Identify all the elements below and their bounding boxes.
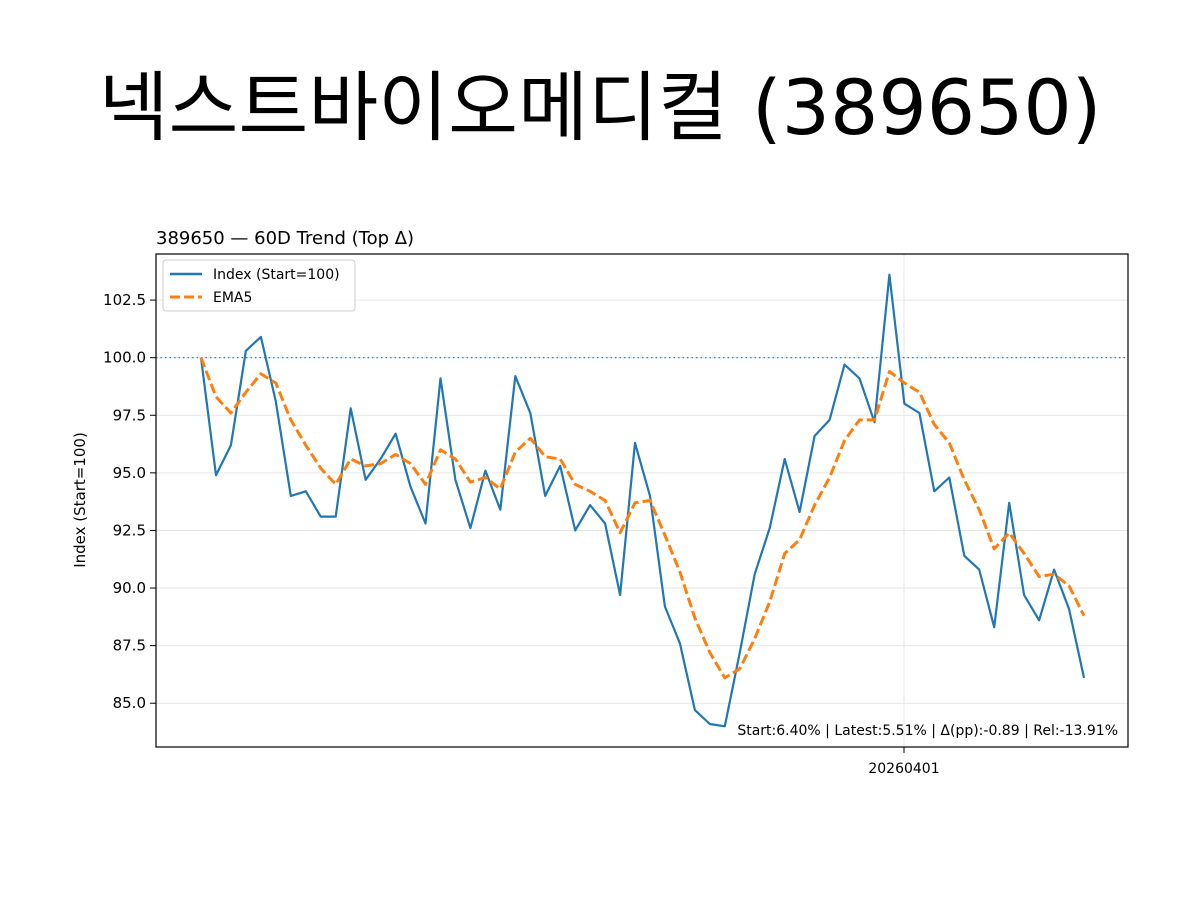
y-tick-label: 85.0 (113, 694, 146, 712)
y-tick-label: 97.5 (113, 406, 146, 424)
chart-annotation: Start:6.40% | Latest:5.51% | Δ(pp):-0.89… (737, 723, 1118, 739)
series-group (199, 273, 1086, 728)
legend: Index (Start=100) EMA5 (162, 259, 356, 312)
y-tick-label: 92.5 (113, 521, 146, 539)
y-tick-label: 102.5 (103, 291, 146, 309)
legend-label-index: Index (Start=100) (213, 267, 340, 283)
y-tick-label: 87.5 (113, 637, 146, 655)
y-tick-label: 90.0 (113, 579, 146, 597)
grid (156, 254, 1128, 747)
series-line-ema5 (199, 357, 1086, 680)
page-title: 넥스트바이오메디컬 (389650) (98, 63, 1102, 152)
plot-area-frame (155, 253, 1129, 748)
x-axis: 20260401 (868, 747, 940, 777)
y-axis: 85.0 87.5 90.0 92.5 95.0 97.5 100.0 102.5 (103, 291, 156, 712)
x-tick-label: 20260401 (868, 761, 939, 777)
legend-label-ema5: EMA5 (213, 290, 252, 306)
y-tick-label: 100.0 (103, 349, 146, 367)
series-line-index (199, 273, 1086, 728)
legend-box (162, 259, 356, 312)
y-axis-label: Index (Start=100) (71, 432, 89, 568)
y-tick-label: 95.0 (113, 464, 146, 482)
chart-title: 389650 — 60D Trend (Top Δ) (156, 228, 414, 249)
